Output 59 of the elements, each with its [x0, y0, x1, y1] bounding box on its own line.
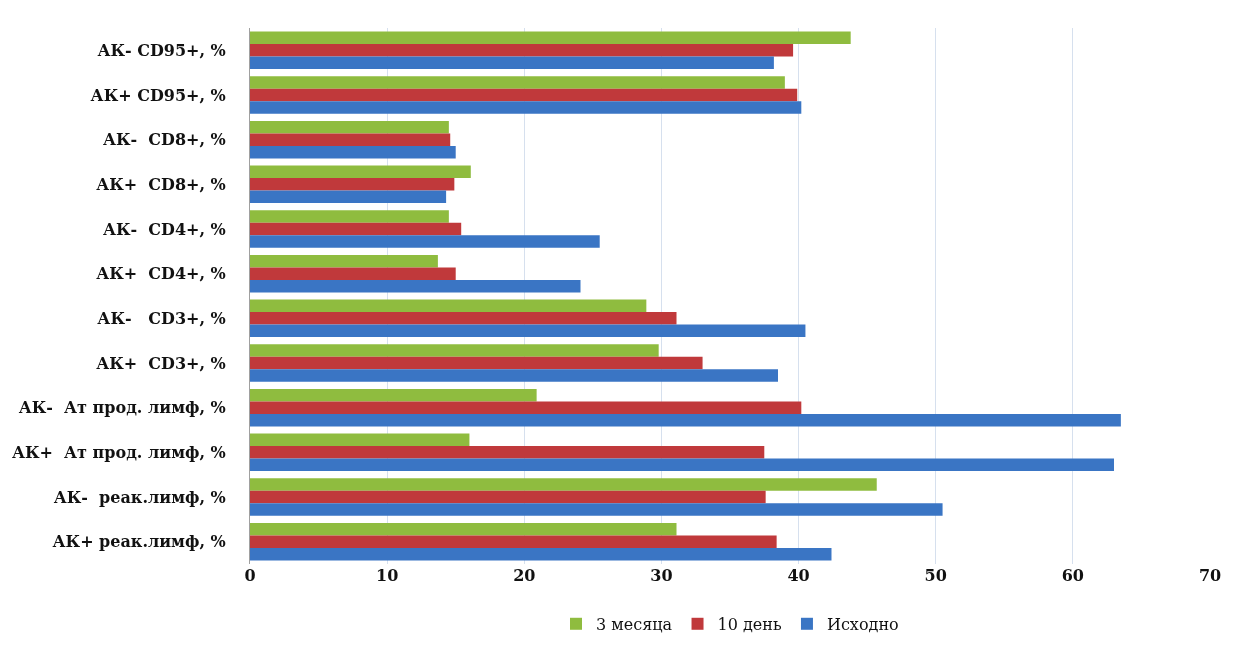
bar — [250, 44, 794, 57]
bar — [250, 433, 470, 447]
y-tick-label: АК+ CD4+, % — [96, 264, 226, 284]
bar — [250, 133, 451, 146]
y-tick-label: АК+ реак.лимф, % — [52, 532, 226, 552]
bar — [250, 165, 471, 179]
bar — [250, 478, 877, 491]
bar — [250, 279, 581, 293]
y-tick-label: АК- реак.лимф, % — [53, 487, 226, 507]
x-tick-label: 60 — [1061, 566, 1084, 585]
bar — [250, 356, 703, 370]
bar — [250, 222, 462, 236]
bar — [250, 210, 449, 223]
y-tick-label: АК- CD4+, % — [102, 219, 226, 239]
bar — [250, 254, 438, 268]
bar — [250, 490, 766, 504]
x-tick-label: 30 — [650, 566, 673, 585]
y-tick-label: АК- Ат прод. лимф, % — [18, 398, 226, 418]
x-tick-label: 40 — [787, 566, 810, 585]
bar — [250, 88, 798, 102]
bar — [250, 458, 1114, 472]
bar — [250, 369, 778, 382]
x-tick-label: 50 — [924, 566, 947, 585]
y-tick-label: АК+ Ат прод. лимф, % — [11, 442, 226, 462]
bar — [250, 235, 600, 248]
bar — [250, 535, 777, 548]
legend-label: 3 месяца — [596, 615, 673, 635]
bar — [250, 522, 677, 536]
bar — [250, 413, 1121, 427]
bar — [250, 446, 765, 459]
bar — [250, 312, 677, 325]
y-tick-label: АК+ CD8+, % — [96, 174, 226, 194]
bar — [250, 267, 456, 280]
bar — [250, 388, 537, 402]
bar — [250, 324, 806, 338]
x-tick-label: 20 — [513, 566, 536, 585]
bar — [250, 76, 785, 89]
bar — [250, 503, 943, 516]
bar — [250, 401, 802, 414]
y-tick-label: АК+ CD95+, % — [90, 85, 226, 105]
bar — [250, 299, 647, 313]
y-tick-label: АК+ CD3+, % — [96, 353, 226, 373]
bar — [250, 101, 802, 114]
bar — [250, 120, 449, 134]
bar — [250, 547, 832, 561]
bar — [250, 145, 456, 159]
x-tick-label: 10 — [376, 566, 399, 585]
bar — [250, 344, 659, 357]
y-tick-label: АК- CD3+, % — [97, 308, 226, 328]
bar — [250, 56, 774, 70]
legend-label: Исходно — [826, 615, 899, 635]
y-tick-label: АК- CD95+, % — [97, 40, 226, 60]
bar — [250, 178, 455, 191]
x-tick-label: 0 — [244, 566, 256, 585]
x-tick-label: 70 — [1198, 566, 1222, 585]
legend-label: 10 день — [717, 615, 782, 635]
bar — [250, 190, 447, 204]
bar — [250, 31, 851, 45]
y-tick-label: АК- CD8+, % — [102, 130, 226, 150]
